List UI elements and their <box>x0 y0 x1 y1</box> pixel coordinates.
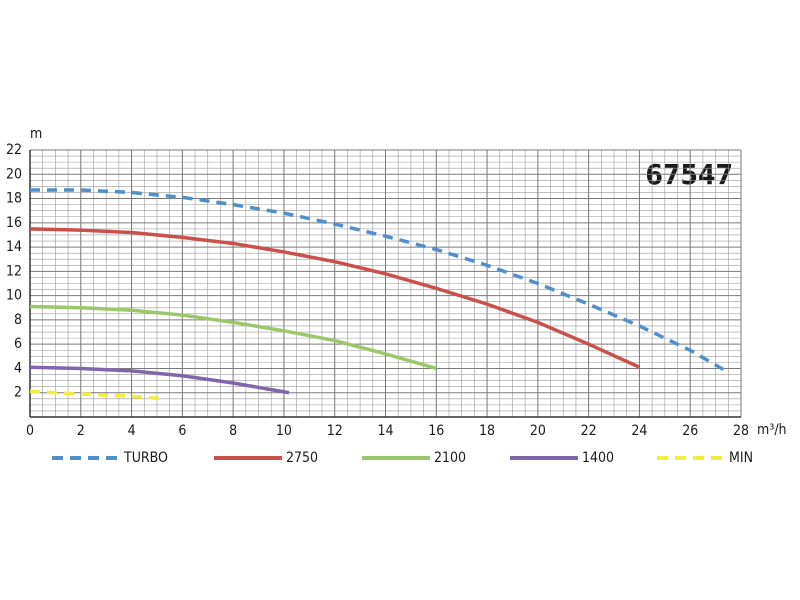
y-tick-label: 18 <box>6 191 22 207</box>
x-tick-label: 24 <box>631 423 647 439</box>
series-line <box>29 389 165 401</box>
x-tick-label: 26 <box>682 423 698 439</box>
x-tick-label: 16 <box>428 423 444 439</box>
x-tick-label: 20 <box>530 423 546 439</box>
series-line <box>29 365 290 395</box>
y-tick-label: 22 <box>6 142 22 158</box>
x-tick-label: 12 <box>327 423 343 439</box>
x-tick-label: 28 <box>733 423 749 439</box>
x-tick-label: 22 <box>581 423 597 439</box>
series-line <box>30 188 727 373</box>
y-tick-label: 16 <box>6 215 22 231</box>
y-tick-label: 6 <box>14 336 22 352</box>
series-line <box>29 227 641 369</box>
x-tick-label: 10 <box>276 423 292 439</box>
y-tick-label: 4 <box>14 360 22 376</box>
y-tick-label: 8 <box>14 312 22 328</box>
x-tick-label: 6 <box>178 423 186 439</box>
legend-label: TURBO <box>123 450 168 466</box>
legend-label: 2100 <box>434 450 466 466</box>
series-line <box>29 304 437 371</box>
y-tick-label: 2 <box>14 385 22 401</box>
y-tick-label: 12 <box>6 263 22 279</box>
legend-label: 1400 <box>582 450 614 466</box>
x-tick-label: 14 <box>377 423 393 439</box>
x-tick-label: 0 <box>26 423 34 439</box>
y-tick-label: 10 <box>6 288 22 304</box>
x-tick-label: 18 <box>479 423 495 439</box>
legend-label: MIN <box>729 450 753 466</box>
y-axis-label: m <box>30 126 42 142</box>
legend-label: 2750 <box>286 450 318 466</box>
x-tick-label: 8 <box>229 423 237 439</box>
x-tick-label: 4 <box>128 423 136 439</box>
y-tick-label: 20 <box>6 166 22 182</box>
y-tick-label: 14 <box>6 239 22 255</box>
x-tick-label: 2 <box>77 423 85 439</box>
x-axis-label: m³/h <box>757 422 787 438</box>
